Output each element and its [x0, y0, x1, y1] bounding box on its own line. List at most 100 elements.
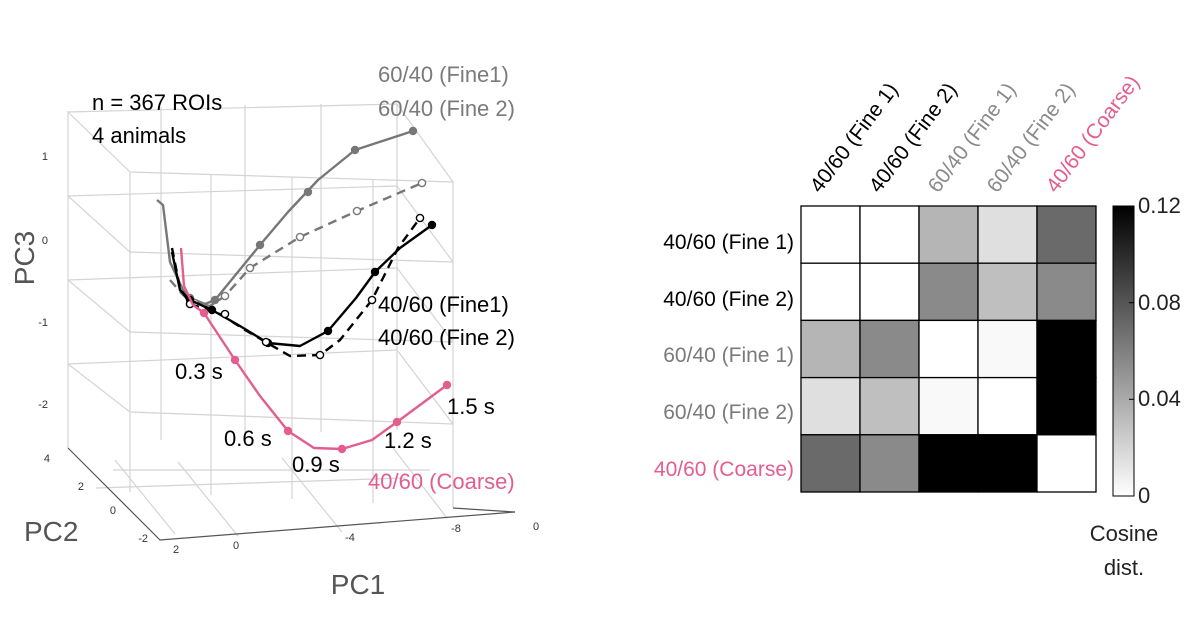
heatmap-cell: [918, 319, 979, 379]
heatmap-cell: [977, 262, 1038, 322]
series-label-60-40-fine2: 60/40 (Fine 2): [378, 96, 515, 121]
heatmap-cell: [1036, 376, 1097, 436]
pc3-tick: 0: [42, 235, 48, 247]
traj-60-40-fine2-point: [352, 206, 362, 216]
time-label: 1.5 s: [447, 394, 495, 419]
pc2-tick: 2: [78, 481, 84, 493]
time-label: 0.3 s: [175, 359, 223, 384]
pc3-tick: -1: [38, 317, 48, 329]
traj-60-40-fine1-point: [255, 240, 265, 250]
traj-60-40-fine2-point: [245, 263, 255, 273]
time-label: 0.9 s: [292, 452, 340, 477]
heatmap-cell: [800, 376, 861, 436]
traj-40-60-fine2-point: [367, 295, 377, 305]
heatmap-cell: [918, 376, 979, 436]
colorbar: [1112, 205, 1135, 497]
traj-40-60-coarse-point: [337, 444, 347, 454]
heatmap-cell: [800, 434, 861, 493]
heatmap-row-label: 60/40 (Fine 1): [663, 344, 794, 367]
heatmap-cell: [859, 376, 920, 436]
traj-40-60-fine2-point: [415, 213, 425, 223]
colorbar-label-line1: Cosine: [1090, 521, 1158, 546]
traj-60-40-fine2-point: [295, 232, 305, 242]
heatmap-cell: [918, 434, 979, 493]
traj-40-60-fine1-point: [207, 305, 217, 315]
info-line-animals: 4 animals: [92, 123, 186, 148]
pc1-axis-label: PC1: [331, 569, 385, 600]
colorbar-tick-label: 0.04: [1138, 386, 1181, 411]
traj-40-60-fine1-point: [370, 267, 380, 277]
pc1-tick: -4: [345, 532, 355, 544]
traj-40-60-coarse-point: [392, 417, 402, 427]
colorbar-tick-label: 0: [1138, 483, 1150, 508]
traj-40-60-fine2-point: [261, 337, 271, 347]
colorbar-tick-label: 0.08: [1138, 290, 1181, 315]
series-label-40-60-fine1: 40/60 (Fine1): [378, 292, 509, 317]
traj-40-60-fine1-point: [427, 220, 437, 230]
heatmap-cell: [1036, 205, 1097, 264]
traj-40-60-coarse-point: [230, 355, 240, 365]
series-label-60-40-fine1: 60/40 (Fine1): [378, 62, 509, 87]
pc3-tick: -2: [38, 399, 48, 411]
traj-60-40-fine1-point: [408, 126, 418, 136]
heatmap-row-label: 40/60 (Coarse): [654, 458, 794, 481]
traj-60-40-fine2-point: [417, 178, 427, 188]
traj-40-60-fine1-point: [323, 326, 333, 336]
pca-axes: [67, 447, 516, 541]
traj-40-60-fine2-line: [170, 217, 421, 358]
heatmap-cell: [977, 434, 1038, 493]
pc1-tick: 0: [533, 521, 539, 533]
trajectory-layer: [156, 126, 452, 454]
pc1-tick: 2: [173, 544, 179, 556]
traj-40-60-coarse-line: [179, 247, 448, 451]
series-label-40-60-fine2: 40/60 (Fine 2): [378, 325, 515, 350]
traj-40-60-coarse-point: [283, 426, 293, 436]
heatmap-row-label: 60/40 (Fine 2): [663, 401, 794, 424]
pc2-tick-labels: 4 2 0 -2: [44, 453, 148, 545]
heatmap-cell: [859, 262, 920, 322]
pc1-tick: -8: [451, 523, 461, 535]
pc2-tick: 4: [44, 453, 50, 465]
traj-60-40-fine1-point: [210, 295, 220, 305]
heatmap-row-label: 40/60 (Fine 2): [663, 288, 794, 311]
traj-60-40-fine2-line: [169, 181, 423, 308]
traj-40-60-coarse-point: [442, 380, 452, 390]
series-label-40-60-coarse: 40/60 (Coarse): [368, 469, 515, 494]
heatmap-cell: [977, 319, 1038, 379]
heatmap-cell: [977, 376, 1038, 436]
time-label: 1.2 s: [384, 428, 432, 453]
traj-40-60-coarse-point: [199, 308, 209, 318]
pca-floor-grid: [95, 443, 448, 537]
traj-60-40-fine1-line: [156, 129, 414, 306]
heatmap-cell: [800, 205, 861, 264]
pc3-axis-label: PC3: [9, 231, 40, 285]
pc2-tick: 0: [110, 505, 116, 517]
heatmap-cell: [800, 319, 861, 379]
colorbar-tick-label: 0.12: [1138, 193, 1181, 218]
colorbar-ticks: [1129, 205, 1134, 497]
traj-40-60-fine2-point: [315, 350, 325, 360]
pc1-tick: 0: [233, 540, 239, 552]
heatmap-cell: [859, 205, 920, 264]
heatmap-row-label: 40/60 (Fine 1): [663, 231, 794, 254]
heatmap-cell: [918, 205, 979, 264]
colorbar-label-line2: dist.: [1104, 555, 1144, 580]
time-label: 0.6 s: [224, 426, 272, 451]
heatmap-cell: [1036, 434, 1097, 493]
heatmap-cells: [800, 205, 1097, 493]
info-line-rois: n = 367 ROIs: [92, 90, 222, 115]
pca3-tick-labels: 1 0 -1 -2: [38, 151, 48, 411]
traj-60-40-fine2-point: [220, 291, 230, 301]
traj-40-60-fine2-point: [220, 309, 230, 319]
pc2-axis-label: PC2: [24, 516, 78, 547]
pc1-tick-labels: 2 0 -4 -8 0: [173, 521, 539, 556]
traj-60-40-fine1-point: [350, 145, 360, 155]
heatmap-cell: [977, 205, 1038, 264]
pc3-tick: 1: [42, 151, 48, 163]
pc2-tick: -2: [138, 533, 148, 545]
heatmap-cell: [859, 434, 920, 493]
heatmap-cell: [859, 319, 920, 379]
traj-60-40-fine1-point: [303, 187, 313, 197]
heatmap-cell: [918, 262, 979, 322]
